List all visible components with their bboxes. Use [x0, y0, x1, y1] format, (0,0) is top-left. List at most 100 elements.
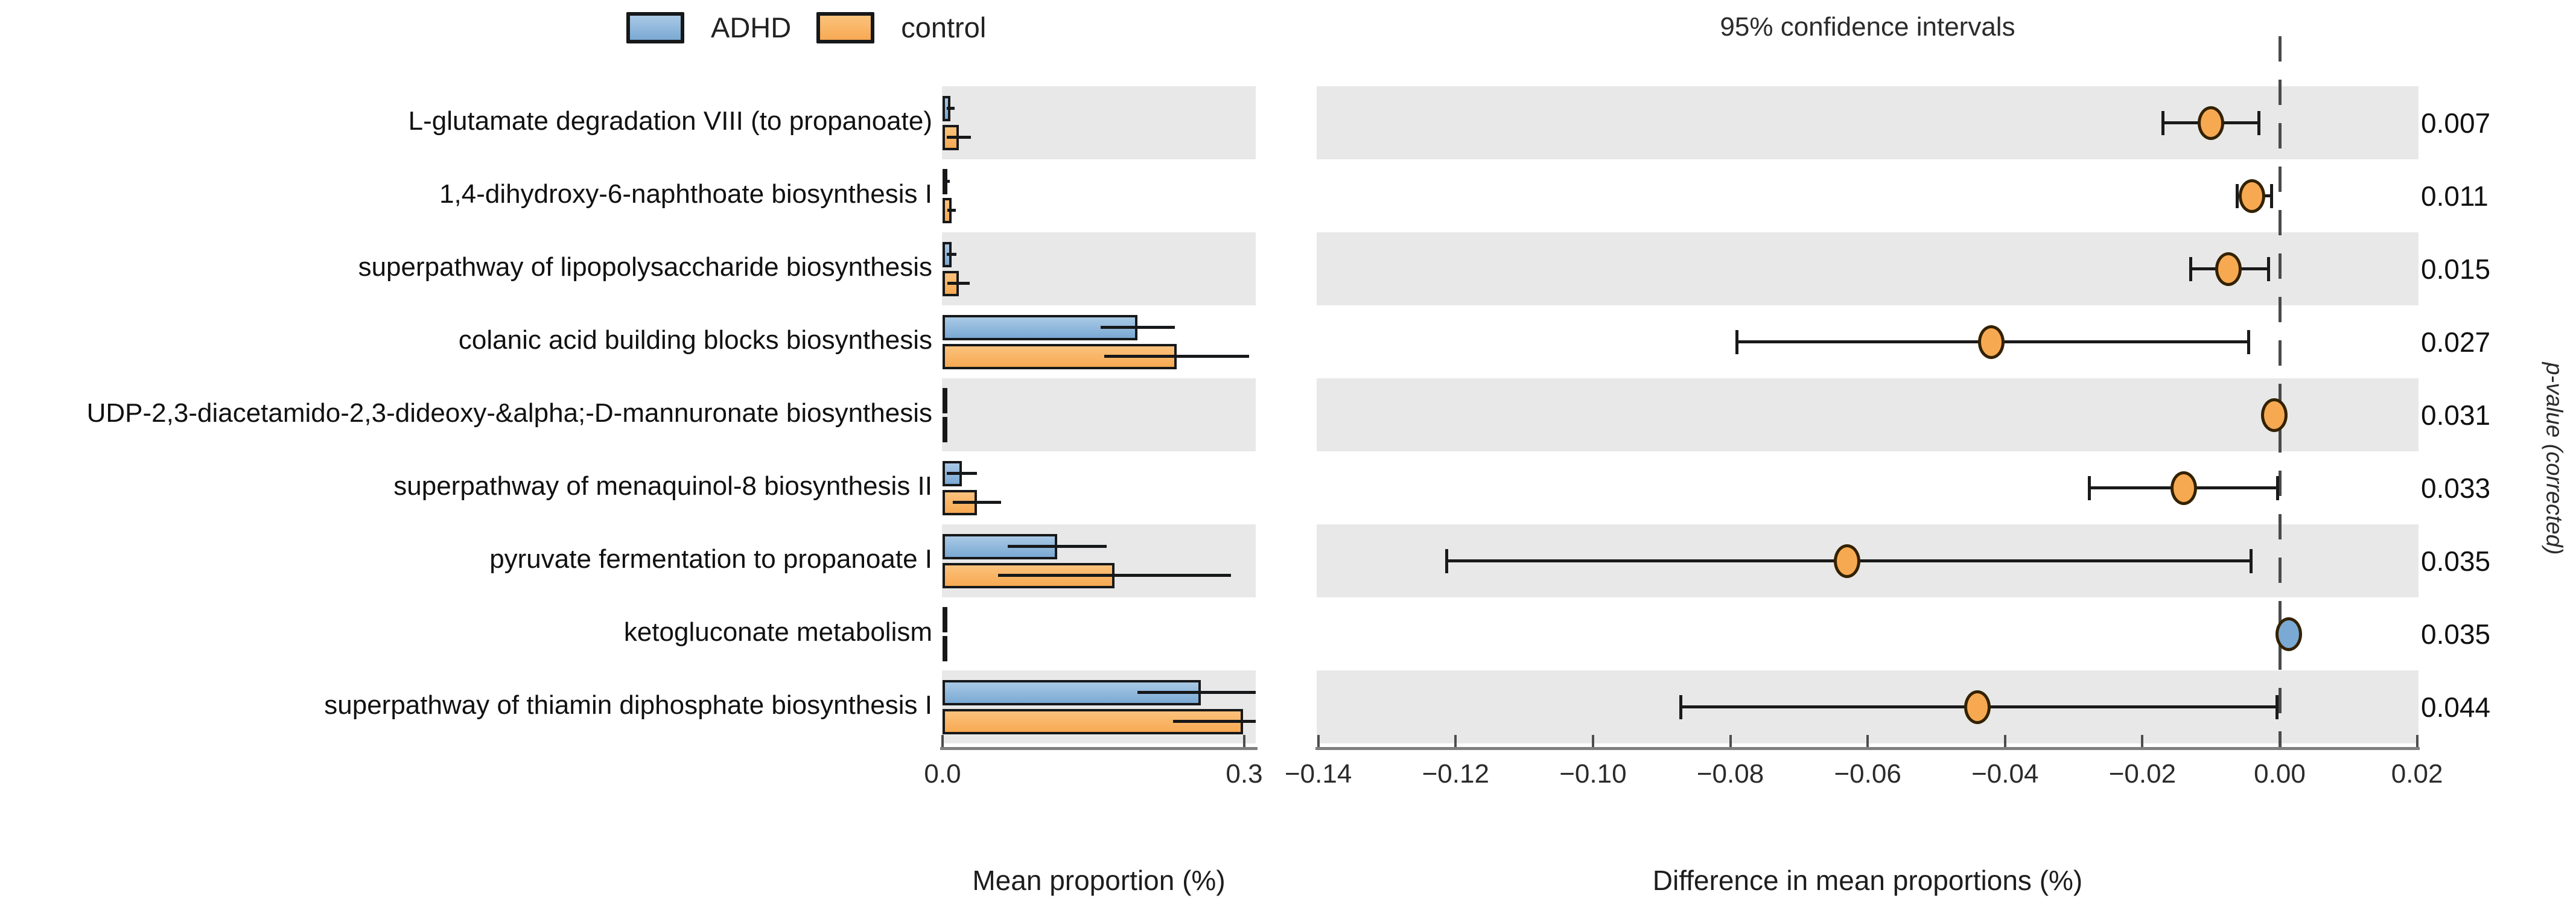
tick-mark [1591, 735, 1594, 747]
ci-dot [1977, 325, 2005, 359]
adhd-error-bar [1100, 326, 1175, 329]
control-error-bar [1104, 355, 1250, 358]
pvalue-axis-label: p-value (corrected) [2541, 362, 2567, 555]
tick-mark [1243, 735, 1245, 747]
p-value: 0.035 [2421, 618, 2491, 650]
category-label: L-glutamate degradation VIII (to propano… [408, 106, 932, 136]
tick-label: −0.10 [1559, 759, 1627, 789]
tick-mark [1317, 735, 1320, 747]
ci-cap-low [1735, 329, 1739, 354]
control-error-bar [952, 501, 1001, 504]
p-value: 0.033 [2421, 472, 2491, 504]
tick-label: −0.04 [1971, 759, 2039, 789]
p-value: 0.007 [2421, 107, 2491, 139]
category-label: pyruvate fermentation to propanoate I [489, 544, 932, 574]
ci-cap-high [2269, 183, 2273, 208]
tick-label: −0.14 [1284, 759, 1352, 789]
ci-dot [1833, 544, 1860, 578]
legend-label-control: control [901, 11, 987, 43]
ci-cap-low [1445, 548, 1448, 573]
ci-cap-low [2235, 183, 2239, 208]
difference-axis [1315, 747, 2420, 750]
adhd-swatch-icon [626, 11, 684, 43]
chart-title: 95% confidence intervals [1720, 12, 2015, 42]
adhd-bar [943, 314, 1138, 340]
tick-mark [941, 735, 944, 747]
row-band-left [942, 232, 1256, 305]
p-value: 0.031 [2421, 399, 2491, 431]
tick-label: −0.06 [1834, 759, 1901, 789]
tick-mark [2003, 735, 2006, 747]
mean-proportion-panel [942, 0, 1256, 747]
category-label: UDP-2,3-diacetamido-2,3-dideoxy-&alpha;-… [86, 398, 932, 428]
ci-dot [2170, 471, 2197, 505]
ci-cap-low [2161, 110, 2165, 135]
adhd-bar [943, 606, 947, 632]
row-band-left [942, 86, 1256, 159]
control-error-bar [946, 136, 971, 139]
tick-label: 0.0 [924, 759, 961, 789]
row-band-left [942, 378, 1256, 451]
tick-mark [1729, 735, 1732, 747]
ci-cap-low [1679, 695, 1683, 719]
control-error-bar [947, 209, 956, 212]
legend-item-control: control [816, 11, 986, 44]
ci-cap-high [2276, 475, 2280, 500]
control-error-bar [997, 574, 1232, 577]
tick-mark [2279, 735, 2281, 747]
p-value: 0.011 [2421, 180, 2489, 212]
category-label: ketogluconate metabolism [623, 617, 932, 647]
adhd-error-bar [946, 180, 950, 183]
difference-axis-label: Difference in mean proportions (%) [1652, 865, 2083, 896]
adhd-error-bar [946, 253, 957, 256]
ci-dot [1964, 690, 1991, 724]
ci-cap-low [2189, 256, 2192, 281]
category-label: superpathway of lipopolysaccharide biosy… [358, 252, 932, 282]
p-value: 0.027 [2421, 326, 2491, 358]
control-error-bar [1172, 720, 1256, 723]
tick-mark [2415, 735, 2419, 747]
zero-dashed-line [2278, 36, 2282, 747]
tick-label: −0.02 [2108, 759, 2177, 789]
tick-label: 0.02 [2391, 759, 2443, 789]
legend-label-adhd: ADHD [711, 11, 792, 43]
control-error-bar [943, 428, 948, 431]
legend: ADHD control [626, 11, 986, 44]
adhd-error-bar [1137, 691, 1256, 694]
category-label: 1,4-dihydroxy-6-naphthoate biosynthesis … [439, 179, 932, 209]
ci-cap-high [2247, 329, 2251, 354]
p-value: 0.015 [2421, 253, 2491, 285]
category-label: colanic acid building blocks biosynthesi… [458, 325, 932, 355]
ci-cap-high [2257, 110, 2261, 135]
tick-mark [1866, 735, 1869, 747]
control-bar [943, 635, 947, 661]
mean-proportion-axis [940, 747, 1258, 750]
adhd-bar [943, 679, 1201, 705]
tick-mark [1454, 735, 1457, 747]
tick-label: 0.3 [1226, 759, 1263, 789]
tick-mark [2141, 735, 2144, 747]
ci-dot [2260, 398, 2288, 432]
adhd-error-bar [946, 472, 977, 475]
ci-dot [2239, 179, 2266, 213]
control-error-bar [947, 282, 970, 285]
ci-cap-high [2267, 256, 2271, 281]
adhd-error-bar [946, 107, 955, 110]
tick-label: 0.00 [2254, 759, 2306, 789]
legend-item-adhd: ADHD [626, 11, 791, 44]
ci-cap-high [2249, 548, 2253, 573]
ci-dot [2275, 617, 2302, 651]
row-band-right [1317, 378, 2419, 451]
mean-proportion-axis-label: Mean proportion (%) [972, 865, 1226, 896]
ci-dot [2215, 252, 2242, 286]
adhd-error-bar [943, 399, 946, 402]
tick-label: −0.08 [1696, 759, 1764, 789]
category-label: superpathway of menaquinol-8 biosynthesi… [393, 471, 932, 501]
category-label: superpathway of thiamin diphosphate bios… [324, 690, 932, 720]
tick-label: −0.12 [1422, 759, 1489, 789]
p-value: 0.035 [2421, 545, 2491, 577]
control-swatch-icon [816, 11, 875, 43]
ci-dot [2198, 106, 2225, 140]
